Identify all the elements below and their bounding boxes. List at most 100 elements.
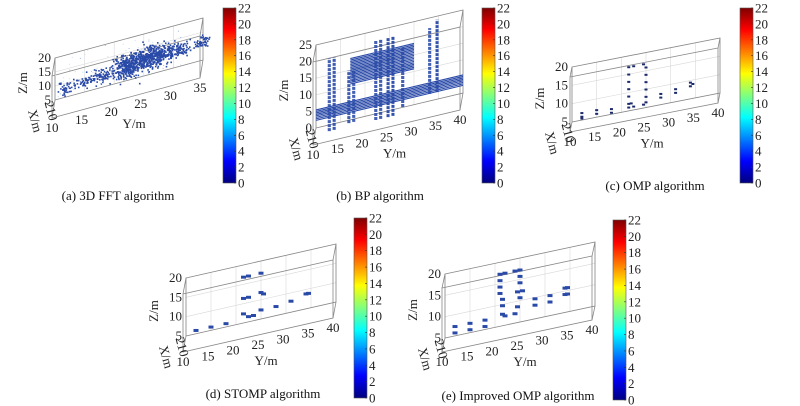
- colorbar-tick-label: 8: [238, 112, 245, 127]
- data-point: [136, 66, 139, 69]
- data-point: [144, 57, 146, 59]
- colorbar-tick-label: 2: [755, 160, 762, 175]
- colorbar-tick-label: 16: [369, 260, 383, 275]
- data-point: [154, 58, 157, 61]
- data-point: [147, 69, 149, 71]
- data-point: [135, 74, 137, 77]
- data-point: [178, 50, 180, 52]
- data-point: [66, 84, 68, 86]
- y-tick-label: 30: [277, 331, 290, 346]
- data-point: [149, 53, 152, 55]
- data-point: [123, 68, 126, 71]
- data-point: [93, 79, 96, 82]
- data-point: [68, 63, 70, 65]
- data-point: [141, 49, 143, 51]
- colorbar-tick-label: 10: [238, 96, 251, 111]
- data-point: [109, 71, 111, 73]
- data-point: [137, 70, 139, 72]
- z-tick-label: 15: [169, 289, 182, 304]
- data-point: [185, 51, 188, 54]
- data-point: [595, 109, 599, 112]
- data-point: [98, 73, 101, 76]
- data-point: [116, 71, 119, 74]
- colorbar-tick-label: 6: [628, 343, 635, 358]
- data-point: [580, 112, 584, 115]
- data-point: [137, 68, 139, 71]
- data-point: [109, 82, 111, 85]
- data-point: [150, 63, 153, 65]
- data-point: [170, 51, 173, 54]
- data-point: [96, 75, 98, 78]
- data-point: [177, 30, 179, 32]
- data-point: [164, 54, 167, 57]
- data-point: [143, 62, 146, 65]
- data-point: [143, 43, 145, 46]
- data-point: [133, 62, 135, 65]
- data-point: [111, 70, 114, 72]
- data-point: [137, 74, 140, 77]
- colorbar-tick-label: 20: [628, 229, 641, 244]
- data-point: [144, 53, 147, 56]
- data-point: [182, 49, 185, 52]
- data-point: [125, 72, 127, 74]
- data-point: [157, 67, 159, 69]
- data-point: [179, 47, 181, 49]
- data-point: [182, 48, 184, 50]
- data-point: [170, 50, 173, 53]
- data-point: [157, 52, 160, 55]
- data-point: [517, 274, 523, 278]
- data-point: [138, 53, 140, 56]
- data-point: [258, 308, 264, 312]
- data-point: [160, 54, 162, 57]
- box-edge: [199, 17, 204, 37]
- colorbar-tick-label: 18: [755, 32, 768, 47]
- data-point: [96, 74, 99, 76]
- colorbar-tick-label: 20: [497, 16, 510, 31]
- data-point: [101, 69, 104, 72]
- data-point: [627, 106, 631, 109]
- data-point: [58, 83, 61, 85]
- data-point: [109, 67, 111, 69]
- data-point: [186, 40, 188, 43]
- y-tick-label: 10: [177, 354, 190, 369]
- data-point: [152, 47, 154, 50]
- z-tick-label: 10: [169, 309, 182, 324]
- data-point: [184, 42, 186, 45]
- y-tick-label: 30: [536, 333, 549, 348]
- data-point: [155, 57, 157, 59]
- data-point: [142, 58, 145, 61]
- data-point: [164, 55, 167, 58]
- data-point: [137, 67, 140, 69]
- data-point: [150, 54, 152, 57]
- data-point: [63, 90, 66, 93]
- data-point: [123, 70, 125, 73]
- data-point: [158, 54, 160, 56]
- data-point: [135, 57, 138, 60]
- data-point: [117, 76, 120, 78]
- data-point: [164, 56, 167, 59]
- y-tick-label: 10: [436, 354, 449, 369]
- data-point: [147, 48, 150, 50]
- x-axis-label: X/m: [415, 346, 435, 372]
- data-point: [125, 74, 128, 77]
- colorbar-tick-label: 0: [238, 176, 245, 191]
- data-point: [102, 81, 104, 84]
- data-point: [152, 42, 154, 44]
- z-tick-label: 15: [555, 77, 568, 92]
- data-point: [133, 69, 135, 71]
- data-point: [134, 77, 137, 79]
- data-point: [157, 60, 160, 63]
- data-point: [165, 55, 168, 57]
- data-point: [160, 48, 162, 50]
- z-tick-label: 20: [428, 266, 441, 281]
- data-point: [185, 49, 187, 52]
- data-point: [273, 305, 279, 309]
- data-point: [200, 42, 203, 44]
- y-tick-label: 25: [638, 120, 651, 135]
- data-point: [179, 46, 182, 48]
- data-point: [139, 59, 141, 62]
- data-point: [532, 303, 538, 307]
- data-point: [100, 68, 103, 71]
- data-point: [168, 48, 171, 51]
- data-point: [202, 41, 205, 44]
